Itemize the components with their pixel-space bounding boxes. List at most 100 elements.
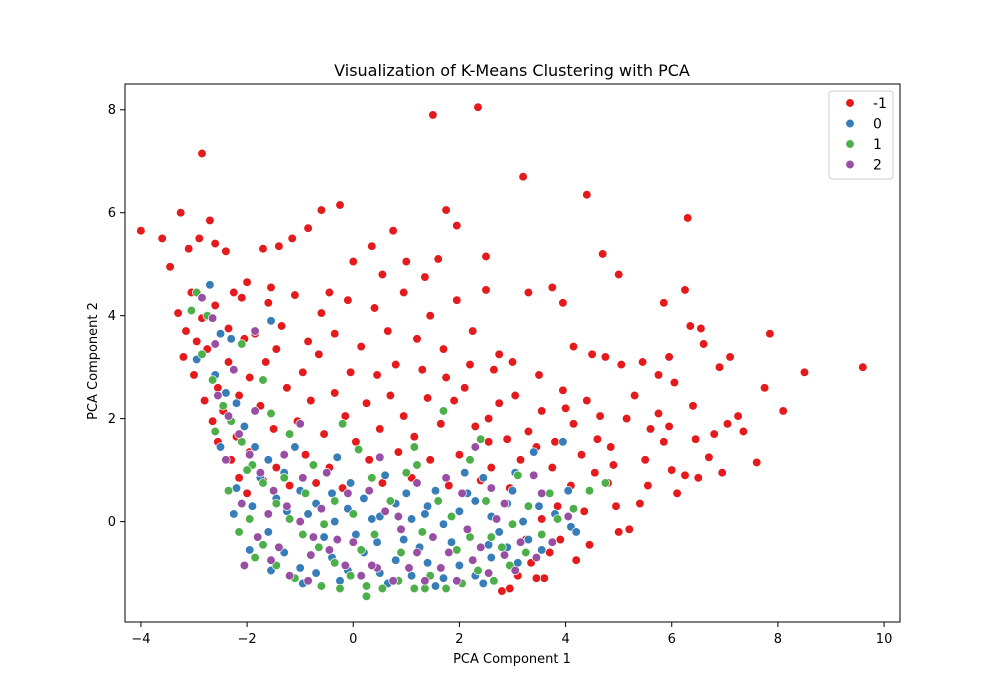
data-point [579, 506, 589, 516]
data-point [385, 390, 396, 401]
data-point [284, 429, 295, 439]
data-point [606, 442, 616, 452]
data-point [680, 285, 690, 295]
data-point [513, 470, 523, 480]
data-point [454, 506, 465, 516]
y-axis-label: PCA Component 2 [86, 302, 101, 420]
data-point [582, 395, 592, 406]
data-point [523, 534, 534, 545]
data-point [507, 519, 518, 529]
data-point [704, 452, 714, 462]
data-point [380, 506, 390, 516]
data-point [263, 298, 273, 308]
data-point [693, 473, 703, 483]
data-point [210, 339, 220, 349]
data-point [558, 298, 568, 308]
data-point [534, 370, 544, 380]
data-point [470, 421, 480, 432]
data-point [348, 537, 358, 547]
data-point [330, 558, 340, 568]
legend-marker [845, 159, 855, 170]
data-point [399, 534, 409, 545]
data-point [470, 496, 480, 506]
data-point [799, 367, 810, 377]
x-tick-label: 8 [774, 632, 782, 647]
data-point [696, 323, 706, 334]
data-point [375, 452, 385, 462]
data-point [563, 486, 573, 496]
data-point [486, 532, 496, 542]
data-point [422, 558, 433, 568]
data-point [383, 326, 393, 336]
data-point [683, 213, 693, 223]
data-point [207, 375, 218, 385]
data-point [231, 398, 242, 408]
legend: -1 0 1 2 [828, 90, 894, 180]
data-point [356, 571, 366, 581]
data-point [245, 514, 255, 524]
data-point [367, 514, 377, 524]
points-layer [136, 102, 868, 601]
data-point [725, 352, 735, 362]
data-point [478, 473, 488, 483]
legend-label: 1 [873, 137, 882, 153]
data-point [531, 573, 542, 583]
data-point [369, 303, 380, 313]
data-point [412, 547, 422, 558]
data-point [364, 486, 374, 496]
data-point [621, 413, 632, 424]
data-point [356, 341, 366, 352]
data-point [582, 190, 592, 200]
data-point [343, 488, 353, 498]
data-point [213, 383, 223, 393]
data-point [345, 571, 356, 581]
data-point [295, 516, 305, 527]
legend-box [828, 90, 894, 180]
data-point [234, 527, 244, 537]
legend-label: 0 [873, 117, 882, 133]
data-point [515, 455, 526, 465]
data-point [290, 442, 300, 452]
data-point [438, 519, 449, 529]
data-point [507, 486, 518, 496]
data-point [282, 501, 292, 511]
data-point [242, 277, 252, 287]
data-point [438, 344, 449, 354]
data-point [537, 488, 547, 498]
data-point [481, 251, 491, 262]
data-point [189, 370, 199, 380]
data-point [192, 336, 202, 347]
data-point [287, 233, 297, 244]
data-point [412, 334, 422, 344]
data-point [401, 468, 411, 478]
data-point [499, 550, 510, 560]
data-point [438, 406, 449, 416]
data-point [194, 233, 204, 244]
data-point [330, 388, 340, 398]
data-point [364, 455, 374, 465]
data-point [698, 339, 709, 349]
data-point [468, 555, 478, 565]
data-point [207, 416, 218, 426]
data-point [401, 256, 411, 267]
data-point [653, 408, 664, 419]
data-point [430, 486, 441, 496]
data-point [611, 501, 621, 511]
data-point [667, 465, 677, 475]
data-point [316, 308, 327, 318]
data-point [507, 357, 518, 367]
data-point [258, 478, 268, 488]
data-point [361, 398, 372, 408]
data-point [199, 395, 210, 406]
data-point [271, 462, 281, 473]
data-point [271, 498, 281, 509]
data-point [245, 545, 255, 555]
data-point [669, 377, 680, 388]
data-point [539, 573, 549, 583]
data-point [229, 287, 239, 298]
data-point [266, 555, 276, 565]
data-point [409, 432, 419, 442]
data-point [176, 208, 186, 218]
series-1 [186, 287, 611, 601]
data-point [563, 511, 573, 522]
